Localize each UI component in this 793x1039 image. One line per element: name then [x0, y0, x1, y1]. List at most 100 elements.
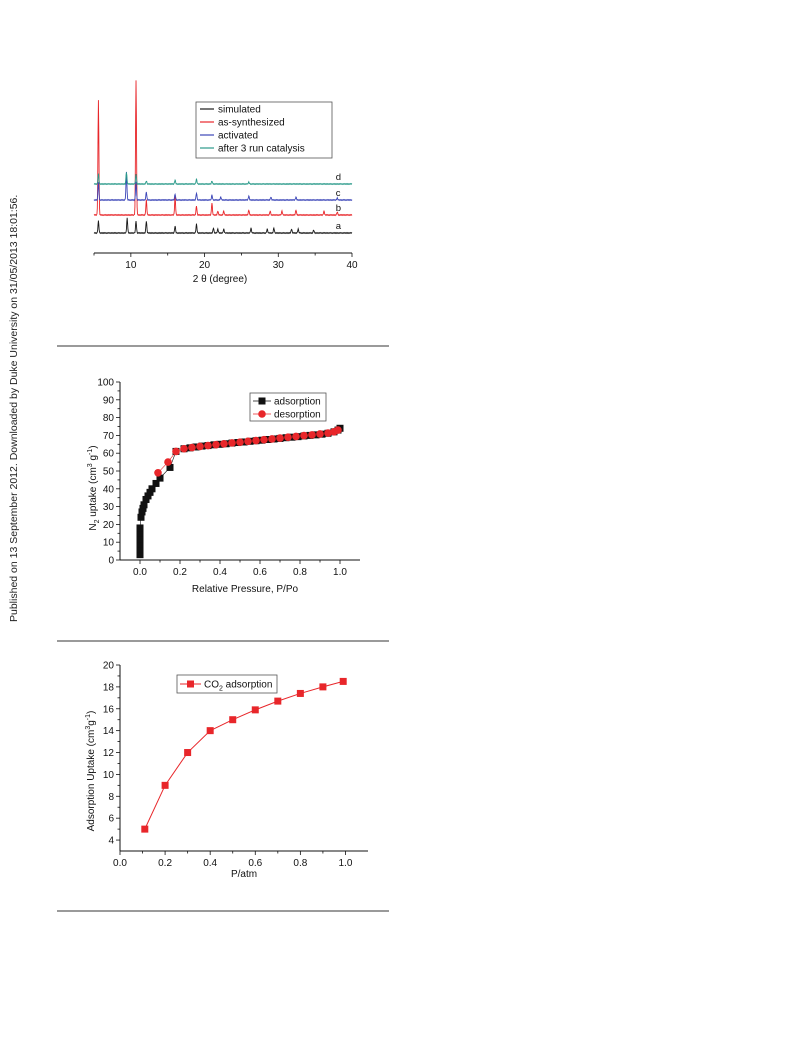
co2-adsorption-line: [144, 680, 344, 830]
n2-adsorption-point: [136, 524, 144, 532]
n2-desorption-point: [220, 439, 228, 448]
n2-desorption-point: [276, 434, 284, 442]
legend-label-adsorption: adsorption: [274, 397, 321, 408]
n2-desorption-point: [292, 432, 300, 441]
n2-desorption-point: [180, 444, 188, 453]
co2-x-tick-label: 0.0: [113, 858, 127, 869]
n2-y-tick-label: 90: [103, 395, 115, 406]
legend-label-activated: activated: [218, 131, 258, 142]
legend-marker-desorption: [258, 410, 266, 418]
n2-y-tick-label: 80: [103, 413, 115, 424]
n2-desorption-point: [172, 447, 180, 456]
n2-desorption-point: [300, 431, 308, 440]
n2-adsorption-point: [148, 485, 156, 493]
n2-desorption-point: [212, 440, 220, 449]
n2-desorption-point: [316, 430, 324, 438]
pxrd-curve-label: a: [336, 221, 342, 232]
n2-adsorption-point: [192, 443, 200, 451]
co2-adsorption-point: [141, 825, 149, 833]
pxrd-curve-label: c: [336, 188, 341, 199]
n2-x-tick-label: 0.4: [213, 567, 227, 578]
n2-adsorption-point: [138, 508, 146, 516]
n2-desorption-point: [284, 433, 292, 441]
pxrd-x-tick-label: 20: [199, 260, 211, 271]
n2-y-tick-label: 40: [103, 484, 115, 495]
n2-plot-area: 0.0 0.2 0.4 0.6 0.8 1.0 0 10 20 30 40 50 60 70 80 90 100: [97, 378, 360, 578]
n2-adsorption-point: [136, 540, 144, 548]
co2-adsorption-chart: 0.0 0.2 0.4 0.6 0.8 1.0 4 6 8 10 12 14 16 18 20 CO2 ad…: [85, 661, 368, 880]
pxrd-series-after-3-run-catalysis: [93, 172, 353, 186]
co2-adsorption-point: [229, 716, 237, 724]
n2-legend: adsorption desorption: [249, 392, 327, 422]
n2-y-tick-label: 20: [103, 520, 115, 531]
legend-label-after-catalysis: after 3 run catalysis: [218, 144, 305, 155]
co2-y-tick-label: 20: [103, 661, 115, 672]
n2-y-tick-label: 60: [103, 449, 115, 460]
n2-desorption-point: [204, 441, 212, 450]
n2-adsorption-point: [137, 513, 145, 521]
co2-y-tick-label: 6: [108, 814, 114, 825]
legend-label-simulated: simulated: [218, 105, 261, 116]
n2-desorption-point: [154, 468, 162, 477]
pxrd-x-axis-label: 2 θ (degree): [193, 274, 247, 285]
n2-desorption-point: [244, 437, 252, 446]
co2-adsorption-point: [339, 677, 347, 685]
co2-y-tick-label: 8: [108, 792, 114, 803]
pxrd-legend: simulated as-synthesized activated after…: [195, 101, 333, 159]
n2-y-tick-label: 50: [103, 467, 115, 478]
pxrd-x-tick-label: 10: [125, 260, 137, 271]
n2-isotherm-chart: 0.0 0.2 0.4 0.6 0.8 1.0 0 10 20 30 40 50 60 70 80 90 100…: [87, 378, 360, 595]
side-publication-note: Published on 13 September 2012. Download…: [0, 0, 30, 1039]
co2-y-tick-label: 4: [108, 836, 114, 847]
n2-adsorption-point: [142, 495, 150, 503]
n2-desorption-point: [334, 426, 342, 434]
co2-legend: CO2 adsorption: [176, 674, 278, 694]
co2-adsorption-point: [161, 781, 169, 789]
n2-adsorption-line: [139, 428, 341, 555]
co2-y-axis-label: Adsorption Uptake (cm3g-1): [85, 711, 97, 832]
n2-y-tick-label: 10: [103, 538, 115, 549]
n2-desorption-point: [308, 431, 316, 439]
co2-adsorption-point: [206, 727, 214, 735]
n2-desorption-point: [268, 435, 276, 443]
n2-adsorption-point: [139, 504, 147, 512]
pxrd-series-activated: [93, 171, 353, 202]
n2-y-tick-label: 0: [108, 556, 114, 567]
co2-y-tick-label: 16: [103, 704, 115, 715]
n2-desorption-point: [188, 443, 196, 452]
co2-adsorption-point: [184, 749, 192, 757]
n2-adsorption-point: [136, 535, 144, 543]
n2-adsorption-point: [240, 438, 248, 446]
n2-adsorption-point: [146, 488, 154, 496]
co2-plot-area: 0.0 0.2 0.4 0.6 0.8 1.0 4 6 8 10 12 14 16 18 20: [103, 661, 368, 869]
n2-adsorption-point: [166, 463, 174, 471]
co2-adsorption-point: [296, 689, 304, 697]
n2-x-tick-label: 0.8: [293, 567, 307, 578]
n2-y-tick-label: 70: [103, 431, 115, 442]
pxrd-curve-label: d: [336, 172, 341, 183]
n2-desorption-point: [236, 438, 244, 446]
pxrd-x-tick-label: 40: [346, 260, 358, 271]
co2-x-tick-label: 0.2: [158, 858, 172, 869]
n2-x-tick-label: 0.6: [253, 567, 267, 578]
co2-x-axis-label: P/atm: [231, 869, 257, 880]
n2-desorption-point: [252, 436, 260, 445]
n2-adsorption-point: [264, 435, 272, 443]
divider-1: [57, 345, 389, 347]
pxrd-x-tick-label: 30: [273, 260, 285, 271]
n2-adsorption-point: [136, 551, 144, 559]
co2-y-tick-label: 14: [103, 726, 115, 737]
co2-adsorption-point: [274, 697, 282, 705]
co2-x-tick-label: 1.0: [339, 858, 353, 869]
n2-x-tick-label: 0.0: [133, 567, 147, 578]
n2-desorption-point: [196, 442, 204, 451]
co2-adsorption-point: [319, 683, 327, 691]
n2-y-axis-label: N2 uptake (cm3 g-1): [87, 445, 101, 530]
n2-x-tick-label: 0.2: [173, 567, 187, 578]
n2-adsorption-point: [136, 529, 144, 537]
n2-adsorption-point: [312, 431, 320, 439]
legend-marker-co2: [187, 680, 194, 688]
n2-desorption-point: [260, 435, 268, 444]
co2-x-tick-label: 0.6: [248, 858, 262, 869]
